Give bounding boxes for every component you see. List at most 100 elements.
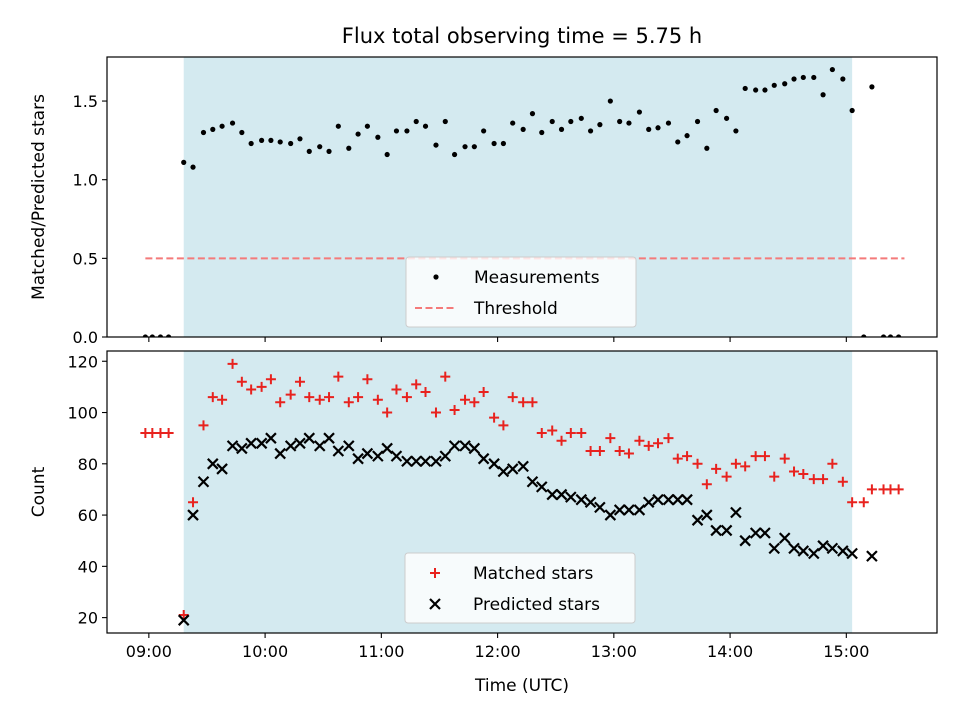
matched-star-point xyxy=(711,463,722,474)
predicted-star-point xyxy=(187,509,199,521)
predicted-star-point xyxy=(662,493,675,506)
predicted-star-point xyxy=(506,463,519,475)
measurement-point xyxy=(887,334,894,337)
measurement-point xyxy=(404,128,410,134)
predicted-star-point xyxy=(691,514,704,526)
measurement-point xyxy=(742,85,748,92)
measurement-point xyxy=(491,140,497,147)
predicted-star-point xyxy=(671,493,684,506)
measurement-point xyxy=(626,120,632,126)
bottom-xtick-label: 10:00 xyxy=(242,642,288,661)
matched-star-point xyxy=(217,394,228,405)
predicted-star-point xyxy=(419,455,432,468)
matched-star-point xyxy=(730,458,741,469)
bottom-panel: 20 40 60 80 100 120 09:00 10:00 11:00 12:00 13:00 1… xyxy=(29,350,938,696)
matched-star-point xyxy=(556,435,567,446)
predicted-star-point xyxy=(846,547,858,560)
predicted-star-point xyxy=(817,540,829,552)
measurement-point xyxy=(229,120,236,126)
matched-star-point xyxy=(420,387,431,398)
measurement-point xyxy=(306,148,312,154)
bottom-xtick-label: 12:00 xyxy=(475,642,521,661)
predicted-star-point xyxy=(294,437,306,450)
predicted-star-point xyxy=(284,440,297,452)
measurement-point xyxy=(317,144,323,150)
measurement-point xyxy=(355,131,361,137)
matched-star-point xyxy=(227,358,238,369)
predicted-star-point xyxy=(381,442,393,455)
measurement-point xyxy=(462,144,468,150)
matched-star-point xyxy=(536,428,547,439)
predicted-star-point xyxy=(584,496,597,509)
top-ytick-label: 0.5 xyxy=(73,249,98,268)
matched-star-point xyxy=(759,451,770,462)
predicted-star-point xyxy=(459,440,471,452)
measurement-point xyxy=(200,129,207,136)
measurement-point xyxy=(259,137,265,143)
predicted-star-point xyxy=(866,550,878,562)
matched-star-point xyxy=(682,451,693,462)
predicted-star-point xyxy=(401,455,413,468)
measurement-point xyxy=(481,128,487,134)
measurement-point xyxy=(413,118,419,125)
matched-star-point xyxy=(498,420,509,431)
measurement-point xyxy=(157,334,164,337)
measurement-point xyxy=(694,118,701,125)
predicted-star-point xyxy=(226,440,239,452)
measurement-point xyxy=(375,134,381,140)
predicted-star-point xyxy=(313,440,326,452)
bottom-ytick-label: 80 xyxy=(78,455,98,474)
matched-star-point xyxy=(449,404,460,415)
predicted-star-point xyxy=(497,465,510,478)
measurement-point xyxy=(587,128,594,134)
predicted-star-point xyxy=(720,524,733,537)
predicted-star-point xyxy=(448,440,461,452)
measurement-point xyxy=(791,76,797,82)
bottom-xtick-label: 13:00 xyxy=(591,642,637,661)
measurement-point xyxy=(733,128,739,134)
matched-star-point xyxy=(701,479,712,490)
measurement-point xyxy=(636,109,643,115)
matched-star-point xyxy=(847,497,858,508)
predicted-star-point xyxy=(768,542,781,555)
predicted-star-point xyxy=(430,455,442,468)
predicted-star-point xyxy=(343,440,355,452)
predicted-star-point xyxy=(177,614,190,626)
measurement-point xyxy=(880,334,887,337)
measurement-point xyxy=(149,334,155,337)
matched-star-point xyxy=(469,397,480,408)
matched-star-point xyxy=(818,474,829,485)
measurement-point xyxy=(364,123,370,129)
matched-star-point xyxy=(750,451,761,462)
matched-star-point xyxy=(489,412,500,423)
predicted-star-point xyxy=(255,437,268,450)
predicted-star-point xyxy=(604,509,617,521)
predicted-star-point xyxy=(303,432,316,444)
measurement-point xyxy=(239,129,245,136)
measurement-point xyxy=(549,118,555,125)
measurement-point xyxy=(442,118,448,125)
bottom-xtick-label: 14:00 xyxy=(707,642,753,661)
measurement-point xyxy=(510,120,516,126)
matched-star-point xyxy=(643,440,654,451)
chart-title: Flux total observing time = 5.75 h xyxy=(342,24,702,48)
predicted-star-point xyxy=(701,509,713,521)
series-predicted-stars xyxy=(177,432,878,626)
measurement-point xyxy=(471,144,477,150)
matched-star-point xyxy=(391,384,402,395)
bottom-plot-area xyxy=(140,358,904,626)
matched-star-point xyxy=(440,371,451,382)
predicted-star-point xyxy=(410,455,422,468)
bottom-ytick-label: 120 xyxy=(67,352,98,371)
matched-star-point xyxy=(605,433,616,444)
bottom-legend-box xyxy=(404,552,636,624)
measurement-point xyxy=(646,126,652,132)
measurement-point xyxy=(520,126,526,132)
matched-star-point xyxy=(518,397,529,408)
predicted-star-point xyxy=(837,545,849,557)
matched-star-point xyxy=(692,458,703,469)
predicted-star-point xyxy=(797,545,810,557)
measurement-point xyxy=(578,115,584,121)
measurement-point xyxy=(422,123,429,129)
